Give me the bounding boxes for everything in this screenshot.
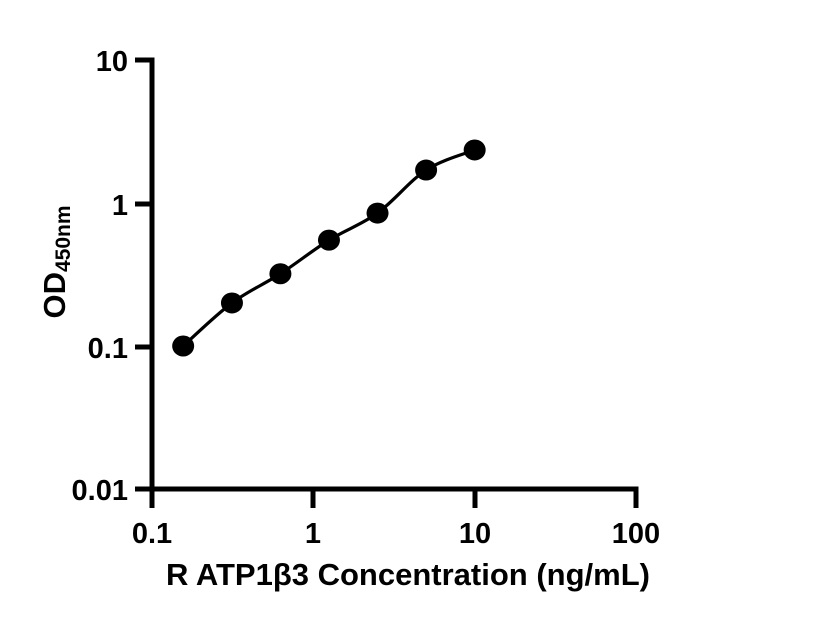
y-axis-title-main: OD xyxy=(37,272,72,319)
y-axis-title: OD450nm xyxy=(37,152,75,372)
x-axis-title: R ATP1β3 Concentration (ng/mL) xyxy=(166,557,650,592)
data-point xyxy=(463,139,486,161)
data-point xyxy=(269,263,292,285)
data-point xyxy=(415,159,438,181)
data-point xyxy=(220,292,243,314)
x-tick-label-1: 1 xyxy=(305,518,321,550)
y-tick-label-3: 0.01 xyxy=(72,475,128,507)
y-tick-label-2: 0.1 xyxy=(88,333,128,365)
x-tick-label-0: 0.1 xyxy=(132,518,172,550)
y-tick-label-0: 10 xyxy=(96,46,128,78)
data-point xyxy=(172,335,195,357)
y-tick-label-1: 1 xyxy=(112,190,128,222)
data-point xyxy=(317,229,340,251)
x-tick-label-2: 10 xyxy=(459,518,491,550)
y-axis-title-subscript: 450nm xyxy=(52,205,75,273)
data-point-group xyxy=(172,139,486,357)
x-tick-label-3: 100 xyxy=(612,518,660,550)
data-point xyxy=(366,202,389,224)
